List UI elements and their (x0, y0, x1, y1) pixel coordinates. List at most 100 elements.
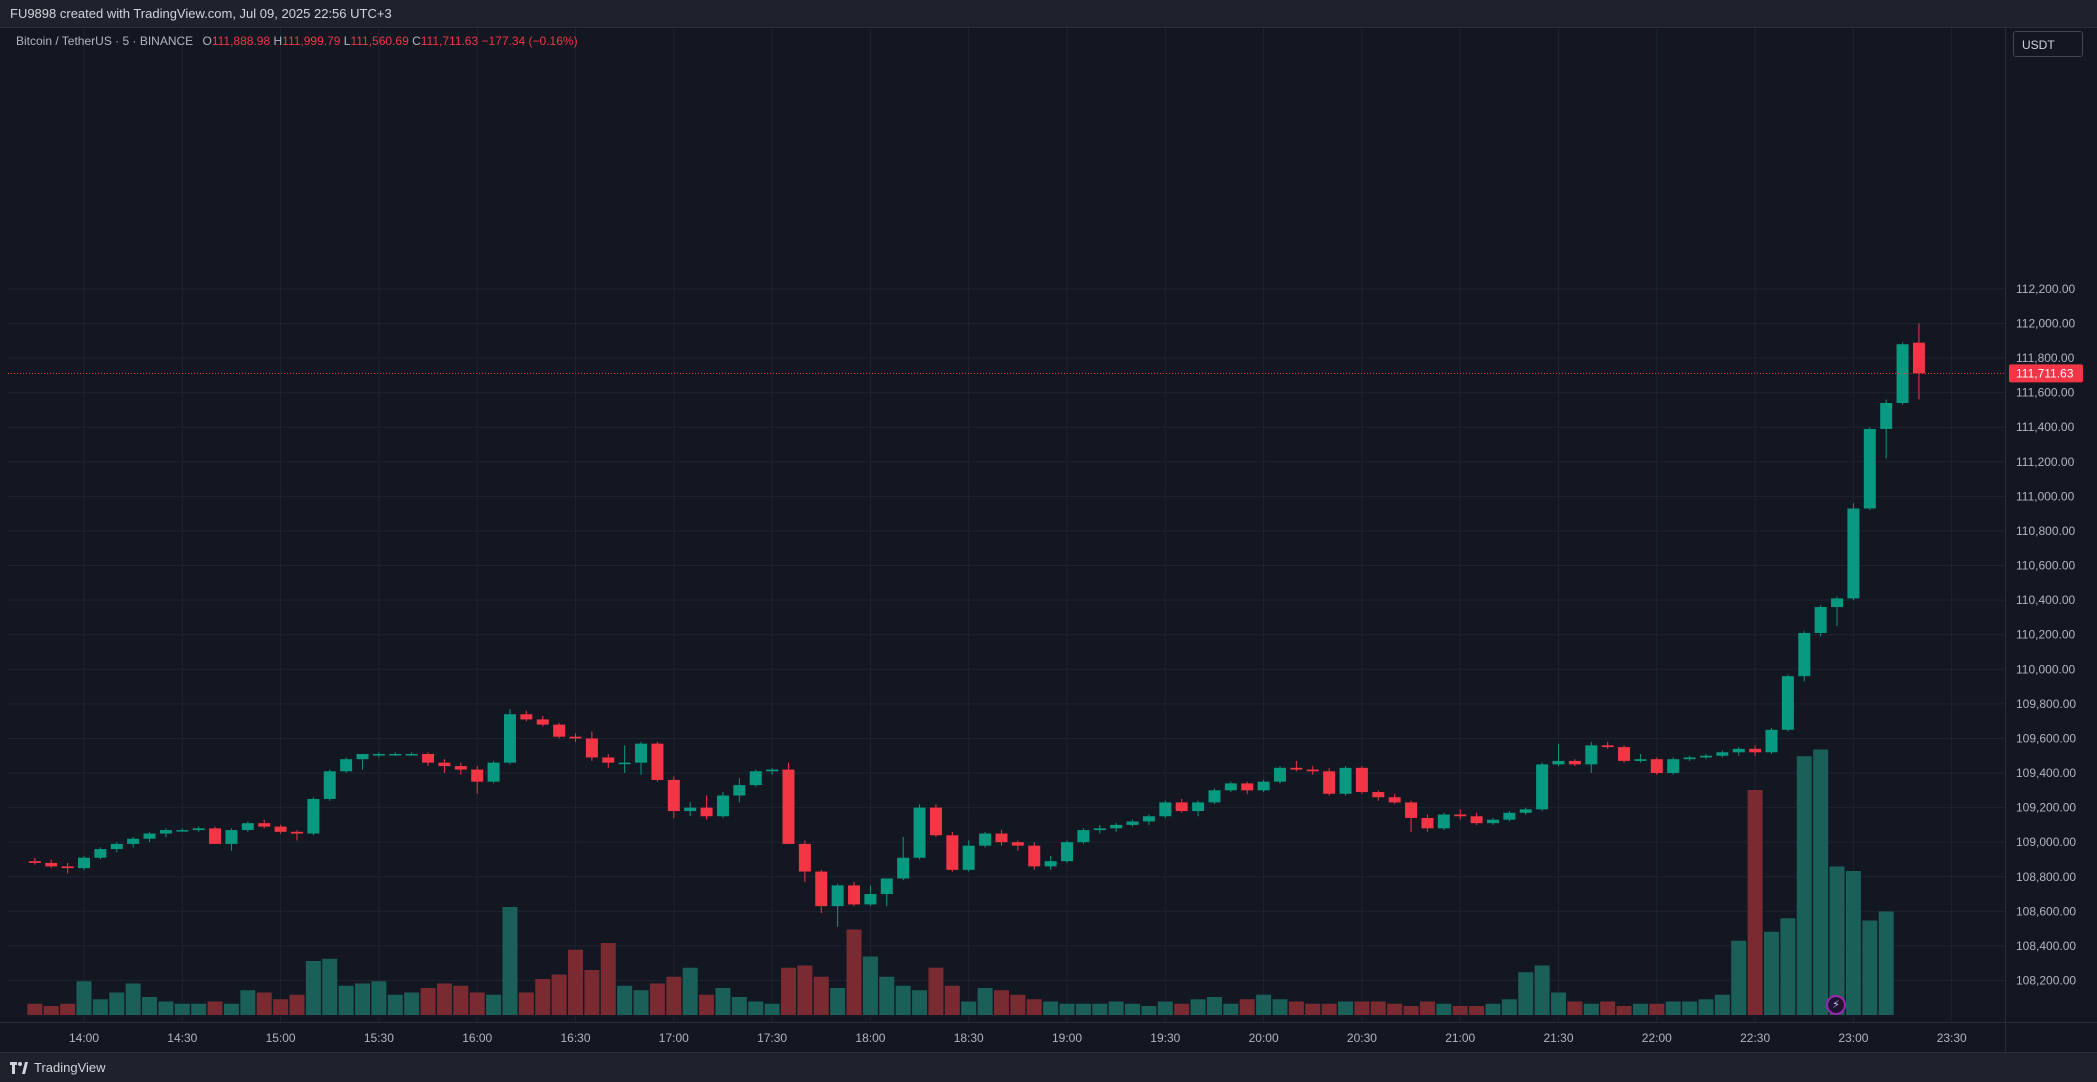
time-tick-label: 17:00 (659, 1031, 689, 1045)
currency-button[interactable]: USDT (2013, 31, 2083, 57)
volume-bar (961, 1001, 977, 1015)
volume-bar (846, 929, 862, 1015)
price-tick-label: 110,400.00 (2016, 593, 2075, 607)
volume-bar (43, 1006, 59, 1015)
price-tick-label: 111,400.00 (2016, 420, 2075, 434)
volume-bar (1370, 1001, 1386, 1015)
candle-body (667, 779, 680, 812)
volume-bar (1403, 1006, 1419, 1015)
volume-bar (1632, 1003, 1648, 1015)
candle-body (1323, 771, 1336, 794)
candle-body (241, 823, 254, 831)
volume-bar (1764, 931, 1780, 1015)
candle-body (1831, 598, 1844, 608)
footer-brand: TradingView (34, 1060, 106, 1075)
candle-body (209, 828, 222, 844)
tradingview-logo-icon (10, 1061, 28, 1074)
volume-bar (469, 992, 485, 1015)
volume-bar (305, 961, 321, 1015)
candle-body (28, 861, 41, 863)
volume-bar (1583, 1003, 1599, 1015)
time-tick-label: 21:00 (1445, 1031, 1475, 1045)
candle-body (946, 835, 959, 870)
candle-body (716, 795, 729, 817)
volume-bar (1190, 999, 1206, 1015)
volume-bar (1600, 1001, 1616, 1015)
candle-body (372, 754, 385, 756)
candle-body (782, 769, 795, 844)
volume-bar (731, 997, 747, 1015)
candle-body (1405, 802, 1418, 818)
candle-body (536, 719, 549, 725)
candle-body (290, 831, 303, 834)
volume-bar (158, 1001, 174, 1015)
candle-body (1634, 759, 1647, 761)
candle-body (618, 762, 631, 765)
volume-bar (748, 1001, 764, 1015)
volume-bar (780, 967, 796, 1015)
high-value: 111,999.79 (282, 34, 341, 48)
volume-bar (1157, 1001, 1173, 1015)
candle-body (1814, 607, 1827, 633)
candle-body (1519, 809, 1532, 813)
price-tick-label: 109,200.00 (2016, 801, 2076, 815)
volume-bar (256, 992, 272, 1015)
volume-bar (764, 1003, 780, 1015)
volume-bar (240, 990, 256, 1015)
volume-bar (1747, 790, 1763, 1015)
candle-body (1257, 781, 1270, 791)
candle-body (1470, 816, 1483, 824)
candle-body (1896, 344, 1909, 404)
candle-body (225, 830, 238, 844)
volume-bar (273, 999, 289, 1015)
price-tick-label: 112,000.00 (2016, 316, 2075, 330)
time-tick-label: 14:30 (167, 1031, 197, 1045)
price-chart[interactable]: 108,200.00 108,400.00 108,600.00 108,800.00… (0, 28, 2097, 1052)
open-value: 111,888.98 (211, 34, 271, 48)
candle-body (356, 754, 369, 760)
volume-bar (1813, 749, 1829, 1015)
candle-body (340, 759, 353, 772)
volume-bar (1829, 866, 1845, 1015)
candle-body (1028, 845, 1041, 867)
last-price-tag (2009, 364, 2083, 383)
candle-body (307, 798, 320, 834)
footer-bar: TradingView (0, 1052, 2097, 1082)
volume-bar (125, 983, 141, 1015)
candle-body (1683, 757, 1696, 760)
volume-bar (1125, 1003, 1141, 1015)
lightning-icon[interactable]: ⚡ (1826, 995, 1846, 1015)
close-value: 111,711.63 (420, 34, 479, 48)
candle-body (897, 857, 910, 879)
candle-body (1339, 767, 1352, 794)
tradingview-logo[interactable]: TradingView (10, 1060, 106, 1075)
time-tick-label: 19:00 (1052, 1031, 1082, 1045)
volume-bar (1436, 1003, 1452, 1015)
volume-bar (1305, 1003, 1321, 1015)
time-tick-label: 19:30 (1150, 1031, 1180, 1045)
volume-bar (436, 983, 452, 1015)
high-label: H (273, 34, 283, 48)
volume-bar (289, 994, 305, 1015)
price-tick-label: 109,400.00 (2016, 766, 2076, 780)
time-tick-label: 20:30 (1347, 1031, 1377, 1045)
time-tick-label: 18:30 (954, 1031, 984, 1045)
candle-body (1175, 802, 1188, 812)
volume-bar (1387, 1003, 1403, 1015)
header-title: FU9898 created with TradingView.com, Jul… (0, 0, 2097, 28)
volume-bar (797, 965, 813, 1015)
volume-bar (977, 988, 993, 1015)
candle-body (487, 762, 500, 782)
candle-body (979, 833, 992, 846)
candle-body (520, 714, 533, 720)
candle-body (78, 857, 90, 869)
volume-bar (1043, 1001, 1059, 1015)
volume-bar (715, 988, 731, 1015)
time-tick-label: 18:00 (855, 1031, 885, 1045)
volume-bar (1649, 1003, 1665, 1015)
candle-body (1699, 755, 1712, 758)
candle-body (422, 754, 435, 763)
price-tick-label: 111,200.00 (2016, 455, 2075, 469)
candle-body (1290, 767, 1303, 770)
candle-body (1273, 767, 1286, 782)
